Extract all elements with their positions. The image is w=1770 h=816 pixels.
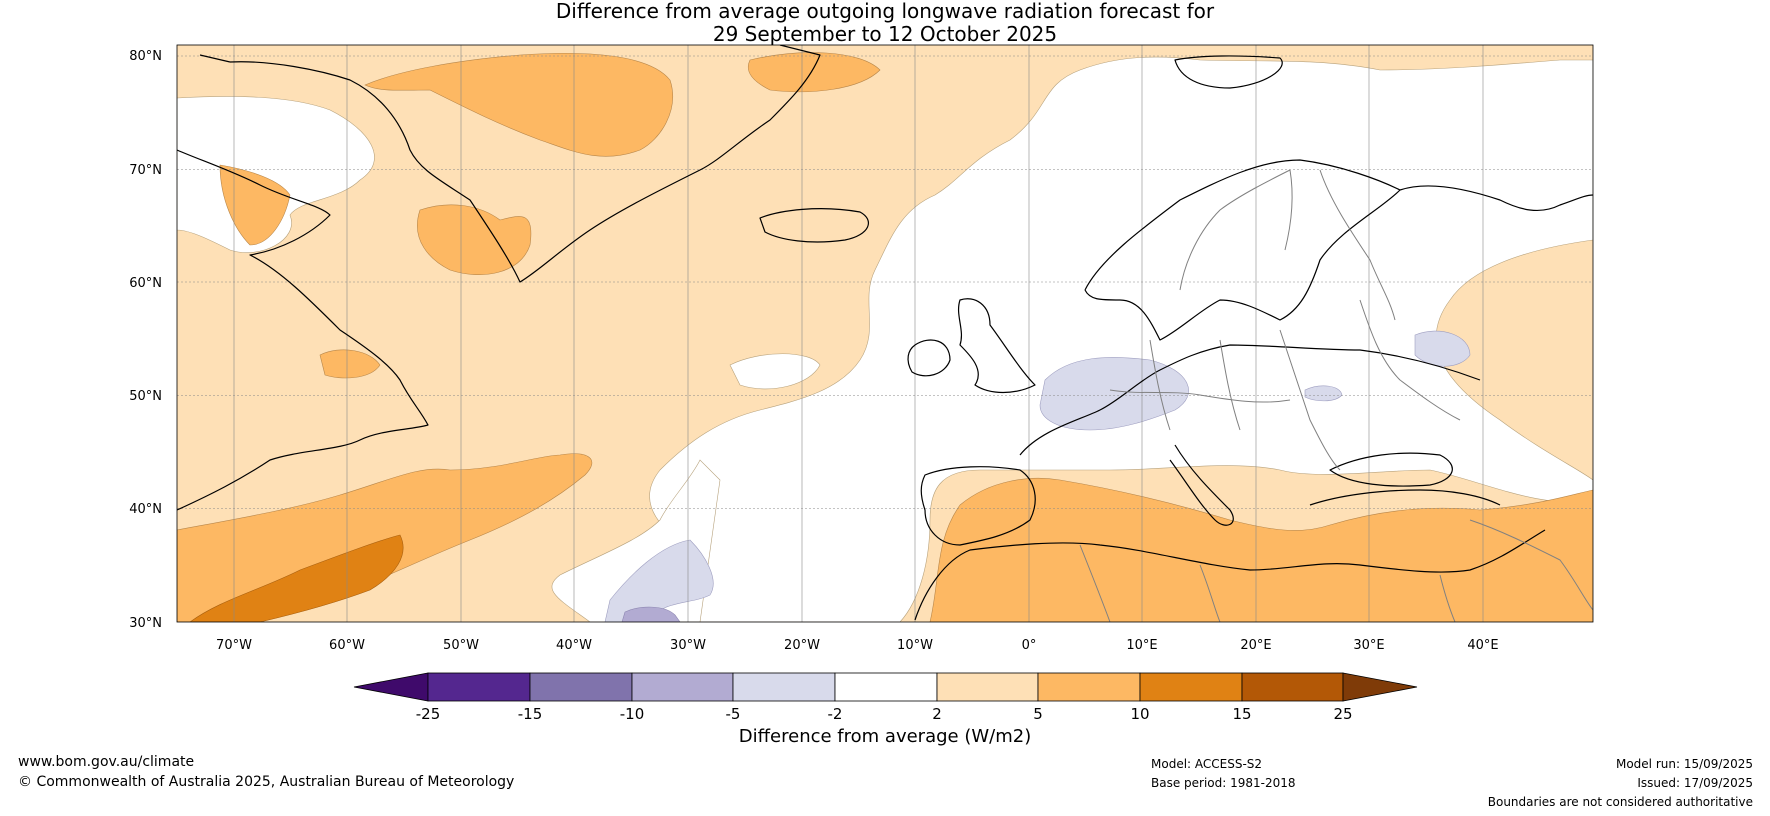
colorbar-tick-label: -10 xyxy=(620,705,645,723)
coastline-turkey xyxy=(1309,489,1501,506)
border-eastern-europe xyxy=(1359,299,1461,421)
lat-label-80: 80°N xyxy=(129,49,162,64)
map-frame xyxy=(176,44,1594,623)
coastline-black-sea xyxy=(1329,452,1453,487)
lon-label-30e: 30°E xyxy=(1353,638,1384,653)
border-middle-east xyxy=(1469,519,1593,611)
lat-label-70: 70°N xyxy=(129,163,162,178)
lon-label-70w: 70°W xyxy=(216,638,252,653)
colorbar-tick-label: -25 xyxy=(416,705,441,723)
colorbar xyxy=(353,672,1418,702)
colorbar-tick-label: 10 xyxy=(1130,705,1149,723)
colorbar-extend-min xyxy=(353,672,429,702)
colorbar-tick-label: -5 xyxy=(726,705,741,723)
map-plot-area xyxy=(177,45,1593,622)
colorbar-segment-8 xyxy=(1139,672,1243,702)
colorbar-segment-1 xyxy=(427,672,531,702)
border-central-europe-2 xyxy=(1149,339,1171,431)
anomaly-fill-white-baffin xyxy=(177,96,375,253)
coastlines xyxy=(177,45,1593,621)
latitude-labels: 80°N 70°N 60°N 50°N 40°N 30°N xyxy=(129,49,162,631)
border-north-africa-2 xyxy=(1199,564,1221,622)
anomaly-fill-orange-labrador xyxy=(319,349,381,379)
disclaimer-text: Boundaries are not considered authoritat… xyxy=(1487,795,1753,809)
colorbar-segment-4 xyxy=(732,672,836,702)
coastline-canada xyxy=(177,149,429,511)
lon-label-20w: 20°W xyxy=(784,638,820,653)
anomaly-fill-lavender-central xyxy=(1304,385,1343,402)
border-central-europe-3 xyxy=(1219,339,1241,431)
anomaly-fill-white-band xyxy=(649,56,1593,622)
issued-text: Issued: 17/09/2025 xyxy=(1637,776,1753,790)
lat-label-40: 40°N xyxy=(129,502,162,517)
anomaly-fill-orange-greenland-south xyxy=(417,204,532,275)
copyright-text: © Commonwealth of Australia 2025, Austra… xyxy=(18,774,515,790)
title-line-1: Difference from average outgoing longwav… xyxy=(555,0,1215,23)
lon-label-50w: 50°W xyxy=(443,638,479,653)
coastline-scandinavia xyxy=(1084,159,1401,341)
website-text: www.bom.gov.au/climate xyxy=(18,754,195,770)
model-text: Model: ACCESS-S2 xyxy=(1151,757,1263,771)
coastline-greenland xyxy=(199,45,821,283)
base-period-text: Base period: 1981-2018 xyxy=(1151,776,1296,790)
colorbar-tick-label: 15 xyxy=(1232,705,1251,723)
coastline-ireland xyxy=(907,339,951,377)
longitude-labels: 70°W 60°W 50°W 40°W 30°W 20°W 10°W 0° 10… xyxy=(216,638,1499,653)
border-north-africa-3 xyxy=(1439,574,1456,622)
colorbar-tick-label: 5 xyxy=(1033,705,1043,723)
colorbar-segment-2 xyxy=(529,672,633,702)
lon-label-60w: 60°W xyxy=(329,638,365,653)
colorbar-title: Difference from average (W/m2) xyxy=(738,726,1032,747)
colorbar-tick-label: 2 xyxy=(932,705,942,723)
lat-label-60: 60°N xyxy=(129,276,162,291)
graticule xyxy=(177,45,1593,622)
border-sweden-finland xyxy=(1284,169,1293,251)
coastline-great-britain xyxy=(957,298,1036,394)
anomaly-fill-dark-orange xyxy=(189,534,404,622)
anomaly-fill-lavender-atlantic xyxy=(604,539,714,622)
anomaly-fill-white-atlantic xyxy=(729,353,821,390)
lon-label-20e: 20°E xyxy=(1240,638,1271,653)
coastline-russia-north xyxy=(1399,185,1593,211)
lon-label-10w: 10°W xyxy=(897,638,933,653)
colorbar-segment-6 xyxy=(936,672,1039,702)
colorbar-tick-label: -2 xyxy=(828,705,843,723)
coastline-svalbard xyxy=(1174,55,1283,89)
title-line-2: 29 September to 12 October 2025 xyxy=(712,22,1058,46)
lon-label-30w: 30°W xyxy=(670,638,706,653)
lon-label-0: 0° xyxy=(1022,638,1037,653)
border-north-africa-1 xyxy=(1079,544,1111,622)
colorbar-segment-7 xyxy=(1037,672,1141,702)
coastline-italy xyxy=(1169,444,1234,526)
anomaly-fill-orange-baffin xyxy=(219,164,291,246)
colorbar-tick-labels: -25 -15 -10 -5 -2 2 5 10 15 25 xyxy=(416,705,1353,723)
coastline-continental-europe xyxy=(1019,344,1481,456)
colorbar-extend-max xyxy=(1342,672,1418,702)
border-central-europe-1 xyxy=(1109,389,1291,403)
anomaly-fill-orange-arctic xyxy=(747,52,881,93)
colorbar-tick-label: 25 xyxy=(1333,705,1352,723)
lat-label-50: 50°N xyxy=(129,389,162,404)
border-norway-sweden xyxy=(1179,169,1291,291)
coastline-iceland xyxy=(759,208,870,243)
border-central-europe-4 xyxy=(1279,329,1341,471)
lon-label-10e: 10°E xyxy=(1126,638,1157,653)
lon-label-40e: 40°E xyxy=(1467,638,1498,653)
country-borders xyxy=(1079,169,1593,622)
model-run-text: Model run: 15/09/2025 xyxy=(1615,757,1753,771)
map-title: Difference from average outgoing longwav… xyxy=(0,0,1770,46)
colorbar-tick-label: -15 xyxy=(518,705,543,723)
coastline-iberia xyxy=(920,466,1036,546)
border-finland-russia xyxy=(1319,169,1396,321)
colorbar-segment-5 xyxy=(834,672,938,702)
colorbar-segment-9 xyxy=(1241,672,1344,702)
colorbar-segment-3 xyxy=(631,672,734,702)
lat-label-30: 30°N xyxy=(129,616,162,631)
coastline-north-africa xyxy=(914,529,1546,621)
anomaly-fill-lavender-dark-core xyxy=(621,606,681,622)
anomaly-fill-orange-greenland xyxy=(364,52,673,157)
lon-label-40w: 40°W xyxy=(556,638,592,653)
